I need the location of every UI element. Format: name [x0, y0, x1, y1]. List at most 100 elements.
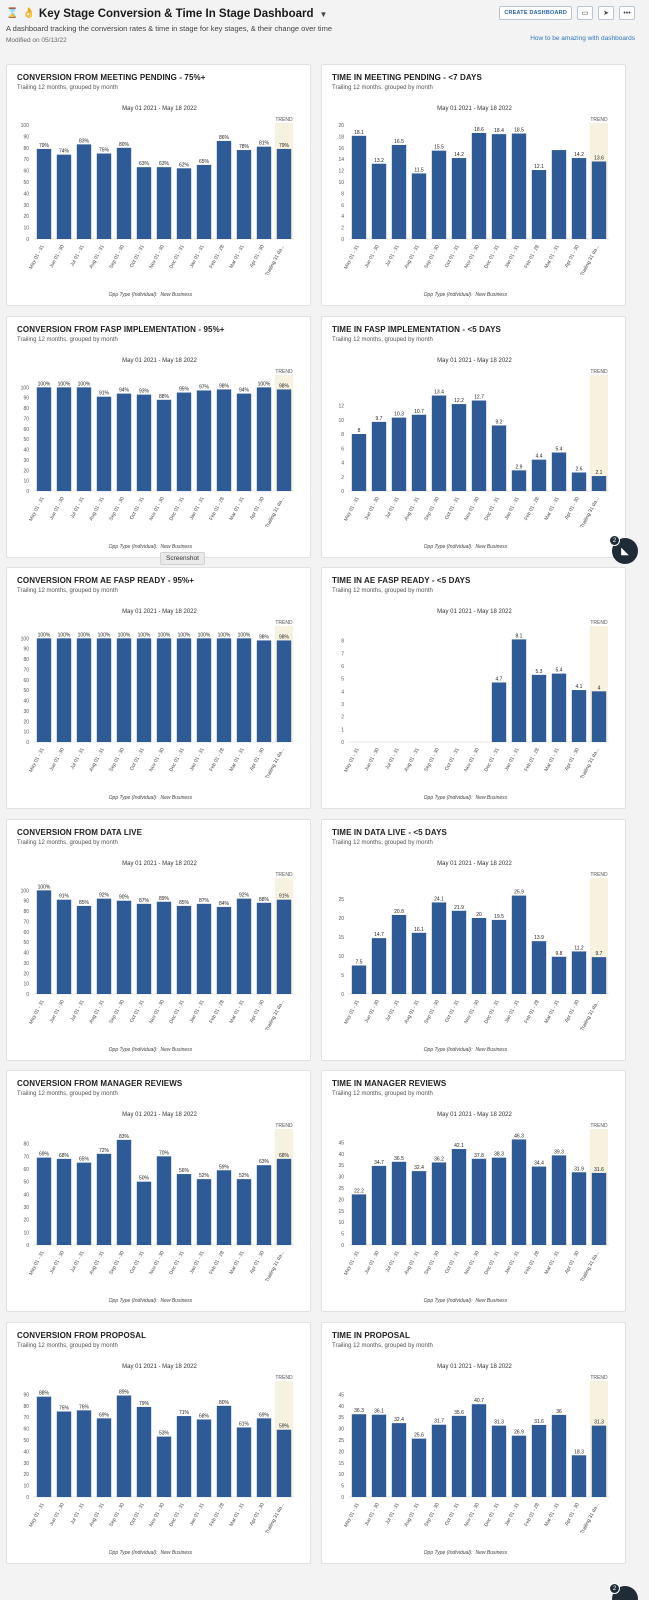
x-tick-label: Sep 01 - 30: [108, 1502, 126, 1528]
x-tick-label: Nov 01 - 30: [463, 1250, 481, 1276]
y-tick-label: 2: [341, 715, 344, 721]
trend-label: TREND: [275, 1123, 293, 1129]
bar: [371, 163, 387, 239]
x-tick-label: Trailing 31 da...: [264, 496, 285, 529]
trend-label: TREND: [590, 1375, 608, 1381]
chart-panel[interactable]: TIME IN AE FASP READY - <5 DAYS Trailing …: [321, 567, 626, 809]
chart-panel[interactable]: TIME IN FASP IMPLEMENTATION - <5 DAYS Tra…: [321, 316, 626, 558]
y-tick-label: 14: [338, 157, 344, 163]
x-tick-label: Nov 01 - 30: [463, 496, 481, 522]
data-label: 8.1: [516, 633, 523, 639]
x-tick-label: Dec 01 - 31: [168, 1502, 186, 1528]
bar: [56, 1411, 72, 1497]
data-label: 90%: [119, 895, 130, 901]
bar: [431, 1424, 447, 1497]
chart-panel[interactable]: TIME IN MANAGER REVIEWS Trailing 12 month…: [321, 1070, 626, 1312]
x-tick-label: Apr 01 - 30: [249, 999, 266, 1024]
chart-panel[interactable]: CONVERSION FROM MEETING PENDING - 75%+ Tr…: [6, 64, 311, 306]
bar: [36, 387, 52, 491]
data-label: 91%: [99, 391, 110, 397]
bar: [256, 640, 272, 742]
chart-title: TIME IN FASP IMPLEMENTATION - <5 DAYS: [332, 325, 501, 334]
more-button[interactable]: •••: [619, 6, 635, 20]
data-label: 36.3: [354, 1408, 364, 1414]
x-tick-label: Oct 01 - 31: [129, 1502, 146, 1527]
chart-panel[interactable]: CONVERSION FROM DATA LIVE Trailing 12 mon…: [6, 819, 311, 1061]
filter-value: New Business: [161, 544, 193, 550]
y-tick-label: 20: [23, 971, 29, 977]
y-tick-label: 20: [23, 214, 29, 220]
chat-button[interactable]: ◣ 2: [609, 535, 638, 564]
chevron-down-icon[interactable]: ▼: [319, 9, 328, 19]
data-label: 4.1: [576, 684, 583, 690]
share-button[interactable]: ➤: [598, 6, 614, 20]
date-range: May 01 2021 - May 18 2022: [437, 358, 512, 364]
data-label: 9.7: [376, 416, 383, 422]
bar: [276, 1429, 292, 1497]
x-tick-label: Dec 01 - 31: [168, 496, 186, 522]
bar: [156, 638, 172, 742]
bar: [256, 1165, 272, 1245]
data-label: 100%: [78, 632, 91, 638]
bar: [216, 389, 232, 491]
data-label: 42.1: [454, 1143, 464, 1149]
data-label: 18.5: [514, 128, 524, 134]
chart-panel[interactable]: CONVERSION FROM PROPOSAL Trailing 12 mont…: [6, 1322, 311, 1564]
chart-panel[interactable]: CONVERSION FROM AE FASP READY - 95%+ Trai…: [6, 567, 311, 809]
bar: [76, 1410, 92, 1497]
y-tick-label: 0: [341, 237, 344, 243]
bar: [351, 965, 367, 994]
x-tick-label: Trailing 31 da...: [264, 1250, 285, 1283]
x-tick-label: Trailing 31 da...: [579, 244, 600, 277]
x-tick-label: Mar 01 - 31: [228, 999, 245, 1025]
y-tick-label: 100: [21, 385, 30, 391]
chart-panel[interactable]: TIME IN DATA LIVE - <5 DAYS Trailing 12 m…: [321, 819, 626, 1061]
x-tick-label: Nov 01 - 30: [148, 999, 166, 1025]
bar: [471, 1158, 487, 1245]
x-tick-label: Jul 01 - 31: [385, 496, 401, 520]
x-tick-label: Feb 01 - 28: [208, 1502, 225, 1528]
chart-title: CONVERSION FROM MANAGER REVIEWS: [17, 1079, 183, 1088]
data-label: 79%: [39, 143, 50, 149]
chart-panel[interactable]: CONVERSION FROM MANAGER REVIEWS Trailing …: [6, 1070, 311, 1312]
bar: [591, 161, 607, 239]
data-label: 95%: [179, 387, 190, 393]
y-tick-label: 6: [341, 446, 344, 452]
y-tick-label: 0: [26, 237, 29, 243]
data-label: 59%: [279, 1424, 290, 1430]
x-tick-label: Mar 01 - 31: [543, 747, 560, 773]
data-label: 56%: [179, 1168, 190, 1174]
x-tick-label: Feb 01 - 28: [208, 1250, 225, 1276]
x-tick-label: May 01 - 31: [28, 747, 46, 773]
chart-panel[interactable]: CONVERSION FROM FASP IMPLEMENTATION - 95…: [6, 316, 311, 558]
bar: [36, 638, 52, 742]
help-link[interactable]: How to be amazing with dashboards: [530, 35, 635, 42]
data-label: 87%: [139, 898, 150, 904]
data-label: 88%: [159, 394, 170, 400]
x-tick-label: Feb 01 - 28: [523, 496, 540, 522]
x-tick-label: May 01 - 31: [28, 244, 46, 270]
data-label: 100%: [58, 381, 71, 387]
filter-value: New Business: [476, 1298, 508, 1304]
chat-button-bottom[interactable]: 2: [609, 1583, 638, 1600]
y-tick-label: 40: [23, 191, 29, 197]
dashboard-header: ⌛ 👌 Key Stage Conversion & Time In Stage…: [0, 0, 649, 56]
x-tick-label: Oct 01 - 31: [444, 999, 461, 1024]
x-tick-label: Jan 01 - 31: [504, 1250, 521, 1275]
x-tick-label: Jul 01 - 31: [385, 1502, 401, 1526]
x-tick-label: Feb 01 - 28: [208, 999, 225, 1025]
folder-button[interactable]: ▭: [577, 6, 593, 20]
bar-chart: May 01 2021 - May 18 2022 TREND 0 1 2 3 4 5 6 7 8 M…: [341, 609, 609, 801]
data-label: 12.7: [474, 395, 484, 401]
x-tick-label: Feb 01 - 28: [523, 1250, 540, 1276]
data-label: 14.2: [574, 152, 584, 158]
x-tick-label: Dec 01 - 31: [483, 244, 501, 270]
x-tick-label: Mar 01 - 31: [228, 244, 245, 270]
chart-panel[interactable]: TIME IN PROPOSAL Trailing 12 months, grou…: [321, 1322, 626, 1564]
chart-subtitle: Trailing 12 months, grouped by month: [17, 1343, 118, 1349]
create-dashboard-button[interactable]: CREATE DASHBOARD: [499, 6, 572, 20]
bar: [276, 1158, 292, 1245]
x-tick-label: Mar 01 - 31: [543, 1250, 560, 1276]
chart-panel[interactable]: TIME IN MEETING PENDING - <7 DAYS Trailin…: [321, 64, 626, 306]
data-label: 71%: [179, 1410, 190, 1416]
